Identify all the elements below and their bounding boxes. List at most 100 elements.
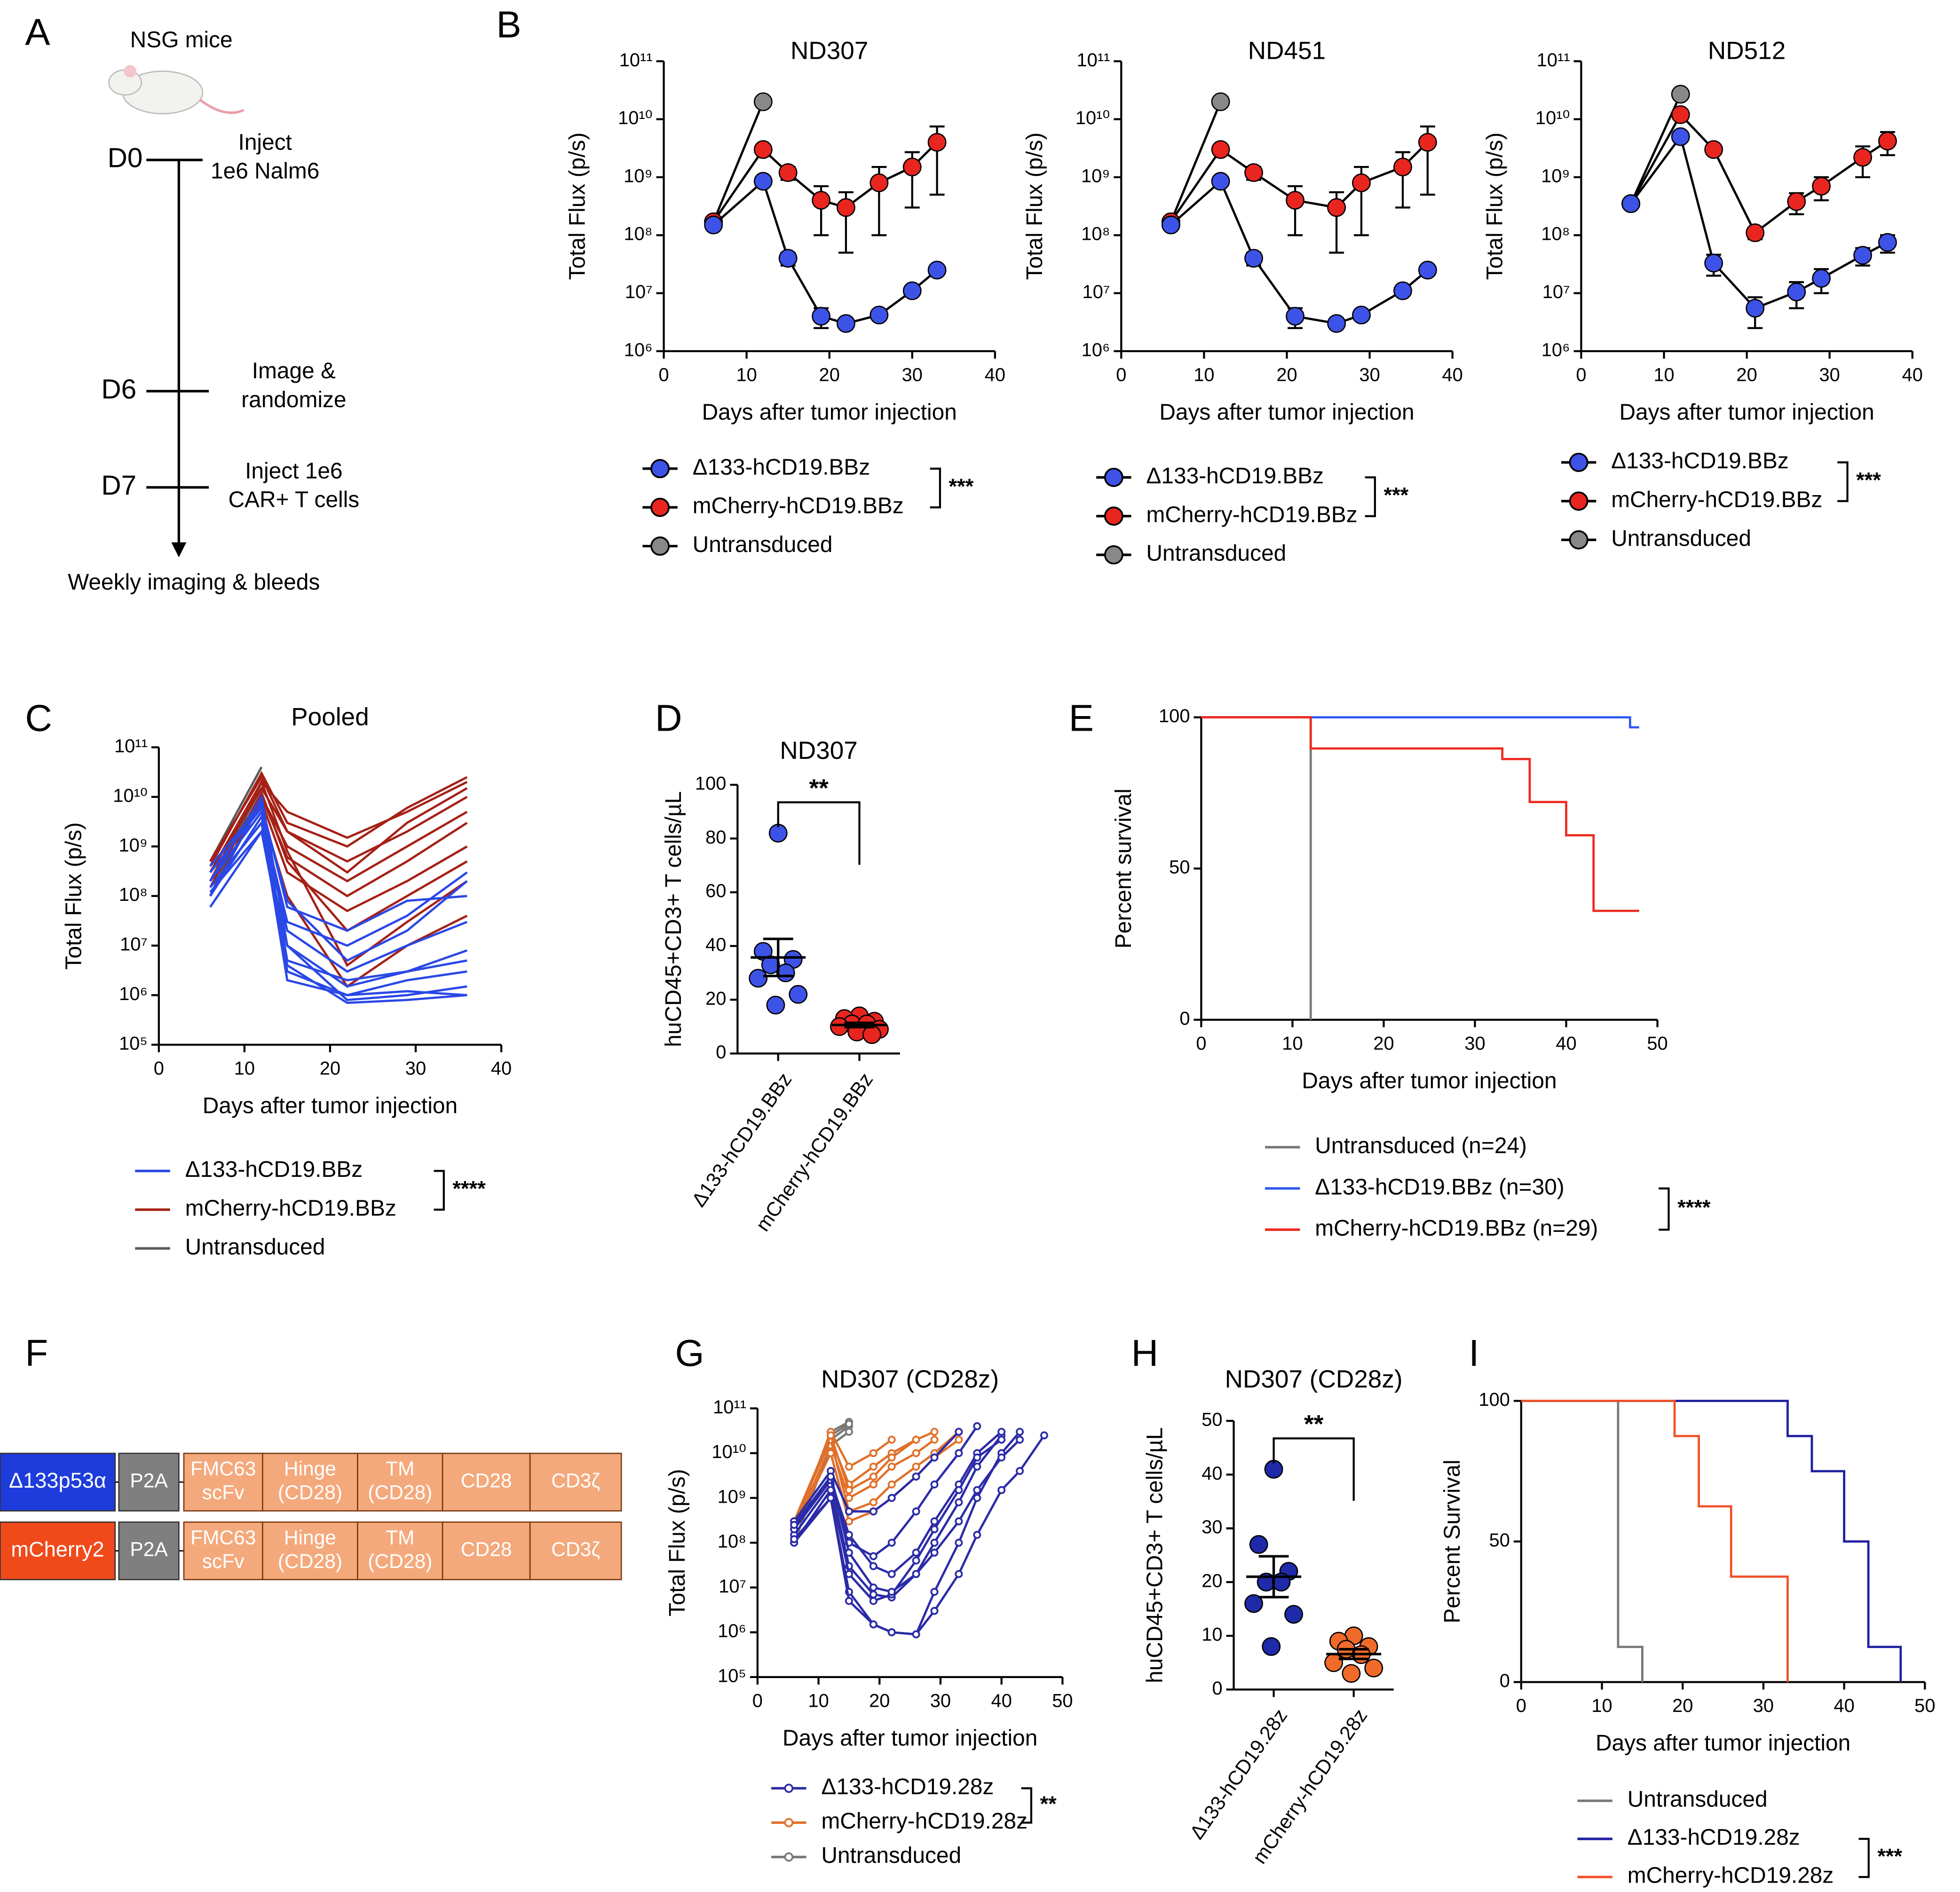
- point: [778, 163, 798, 182]
- x-tick-label: 20: [869, 1691, 890, 1711]
- point: [955, 1517, 963, 1526]
- point: [1746, 299, 1765, 318]
- point: [845, 1419, 853, 1428]
- point: [997, 1453, 1006, 1462]
- point: [955, 1435, 963, 1444]
- y-axis-label: Total Flux (p/s): [1482, 133, 1507, 280]
- step-text: 1e6 Nalm6: [211, 158, 319, 183]
- chart: 0 50 100 0 10 20 30 40 50 Days after tumor inject…: [1111, 706, 1711, 1241]
- point: [1853, 246, 1873, 265]
- step-text: Image &: [252, 359, 336, 384]
- significance: **: [1304, 1411, 1324, 1438]
- legend-label: mCherry-hCD19.28z: [821, 1809, 1027, 1834]
- construct-part: [183, 1452, 263, 1512]
- point: [1286, 307, 1305, 326]
- y-tick-label: 10¹¹: [1077, 50, 1110, 71]
- y-axis-label: Percent Survival: [1440, 1459, 1465, 1623]
- y-tick-label: 10⁸: [1081, 224, 1110, 244]
- chart: 10⁶ 10⁷ 10⁸ 10⁹ 10¹⁰ 10¹¹ 0 10 20 30 40 ND512 Days a…: [1482, 37, 1923, 551]
- point: [930, 1525, 939, 1533]
- point: [812, 307, 831, 326]
- point: [1352, 173, 1371, 192]
- point: [845, 1427, 853, 1436]
- x-tick-label: 20: [1276, 365, 1297, 386]
- y-tick-label: 10⁹: [1081, 166, 1110, 186]
- legend-label: Untransduced: [821, 1843, 961, 1868]
- series-line: [209, 820, 467, 997]
- y-tick-label: 10⁷: [625, 282, 653, 302]
- x-axis-label: Days after tumor injection: [1619, 400, 1874, 425]
- series-line: [209, 786, 468, 873]
- construct-part: [357, 1452, 443, 1512]
- point: [869, 1590, 877, 1599]
- x-tick-label: 40: [1834, 1695, 1854, 1716]
- y-tick-label: 20: [1201, 1570, 1222, 1591]
- point: [1418, 133, 1437, 152]
- construct-part: [529, 1452, 622, 1512]
- legend-label: mCherry-hCD19.28z: [1628, 1863, 1834, 1888]
- day-label: D0: [108, 143, 143, 173]
- point: [845, 1530, 853, 1539]
- legend-label: Δ133-hCD19.28z: [1628, 1825, 1800, 1850]
- point: [869, 173, 889, 192]
- significance: ****: [1677, 1195, 1711, 1219]
- y-tick-label: 10⁹: [624, 166, 652, 186]
- x-tick-label: 40: [991, 1691, 1012, 1711]
- point: [997, 1435, 1006, 1444]
- point: [1016, 1427, 1024, 1436]
- survival-curve: [1201, 716, 1312, 1020]
- point: [1671, 127, 1690, 146]
- significance-bracket: [1659, 1187, 1670, 1231]
- chart-title: Pooled: [291, 703, 369, 731]
- y-tick-label: 10⁷: [120, 934, 148, 955]
- legend-label: Untransduced: [1611, 526, 1751, 551]
- point: [912, 1435, 920, 1444]
- point: [869, 1620, 877, 1629]
- point: [1393, 158, 1412, 177]
- x-tick-label: 30: [930, 1691, 951, 1711]
- legend-marker: [784, 1852, 794, 1862]
- point: [973, 1486, 981, 1494]
- point: [827, 1431, 835, 1440]
- legend-marker: [1569, 491, 1589, 511]
- x-tick-label: 10: [1193, 365, 1214, 386]
- legend-marker: [784, 1818, 794, 1828]
- y-tick-label: 10⁷: [719, 1576, 746, 1597]
- point: [753, 92, 773, 111]
- survival-curve: [1521, 1400, 1644, 1682]
- point: [869, 1462, 877, 1471]
- point: [749, 969, 768, 988]
- point: [869, 1583, 877, 1592]
- significance-bracket: [1272, 1437, 1355, 1501]
- point: [1418, 260, 1437, 280]
- point: [887, 1570, 896, 1578]
- point: [912, 1449, 920, 1458]
- y-tick-label: 10⁸: [718, 1531, 746, 1552]
- x-tick-label: 10: [1282, 1033, 1303, 1054]
- legend-label: Untransduced: [185, 1235, 325, 1260]
- x-tick-label: 20: [1736, 365, 1757, 386]
- point: [790, 1521, 798, 1529]
- point: [869, 1597, 877, 1605]
- x-tick-label: 0: [154, 1058, 164, 1079]
- point: [930, 1538, 939, 1547]
- x-tick-label: 30: [902, 365, 923, 386]
- legend-label: mCherry-hCD19.BBz: [1611, 487, 1822, 512]
- y-tick-label: 0: [1212, 1678, 1222, 1699]
- mice-label: NSG mice: [130, 27, 233, 52]
- significance-bracket: [1837, 461, 1849, 502]
- y-tick-label: 50: [1489, 1530, 1510, 1551]
- construct-part: [262, 1452, 358, 1512]
- y-tick-label: 10⁹: [119, 835, 147, 856]
- significance-bracket: [1365, 476, 1376, 517]
- y-tick-label: 10¹⁰: [618, 108, 653, 128]
- y-tick-label: 0: [1179, 1008, 1190, 1029]
- construct-part-label: (CD28): [368, 1482, 432, 1504]
- point: [766, 995, 785, 1015]
- point: [997, 1486, 1006, 1494]
- x-tick-label: 40: [1442, 365, 1462, 386]
- significance-bracket: [1858, 1837, 1870, 1878]
- point: [1211, 92, 1230, 111]
- x-tick-label: 20: [320, 1058, 340, 1079]
- y-tick-label: 100: [695, 773, 727, 794]
